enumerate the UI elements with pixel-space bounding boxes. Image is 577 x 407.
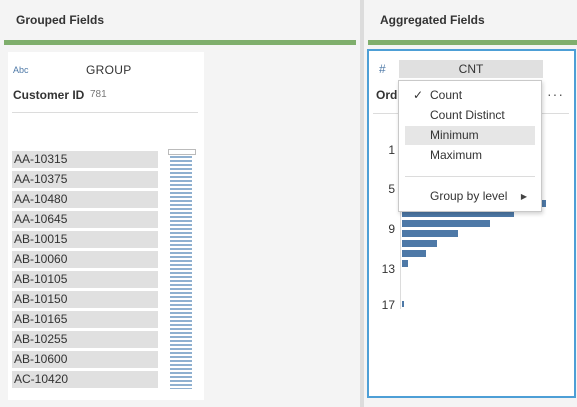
menu-item-label: Count	[430, 88, 463, 102]
menu-item-minimum[interactable]: Minimum	[405, 126, 535, 145]
grouped-fields-accent-bar	[4, 40, 356, 45]
histogram-axis	[400, 119, 401, 309]
panel-title-grouped: Grouped Fields	[16, 13, 105, 27]
histogram-bar[interactable]	[402, 250, 426, 257]
value-count-bars	[170, 156, 192, 389]
caret-right-icon: ▶	[520, 192, 527, 201]
axis-tick-label: 9	[388, 222, 395, 236]
menu-item-label: Count Distinct	[430, 108, 505, 122]
menu-item-count[interactable]: ✓ Count	[405, 86, 535, 105]
field-name[interactable]: Customer ID	[13, 88, 85, 102]
axis-tick-label: 1	[388, 143, 395, 157]
string-type-icon: Abc	[13, 65, 29, 75]
menu-item-label: Minimum	[430, 128, 479, 142]
group-field-card[interactable]: Abc GROUP Customer ID 781 AA-10315 AA-10…	[8, 52, 204, 400]
histogram-bar[interactable]	[402, 230, 458, 237]
histogram-bar[interactable]	[402, 220, 490, 227]
ellipsis-icon[interactable]: ···	[547, 86, 564, 102]
menu-item-label: Maximum	[430, 148, 483, 162]
card-divider	[12, 112, 198, 113]
list-item[interactable]: AA-10375	[12, 171, 158, 188]
menu-item-maximum[interactable]: Maximum	[405, 146, 535, 165]
list-item[interactable]: AB-10150	[12, 291, 158, 308]
histogram-bar[interactable]	[402, 210, 514, 217]
aggregation-dropdown[interactable]: CNT	[399, 60, 543, 78]
menu-item-group-by-level[interactable]: Group by level ▶	[405, 187, 535, 206]
aggregation-menu: ✓ Count Count Distinct Minimum Maximum G…	[398, 80, 542, 212]
list-item[interactable]: AA-10645	[12, 211, 158, 228]
list-item[interactable]: AB-10105	[12, 271, 158, 288]
value-distribution-scrollbar[interactable]	[168, 149, 196, 389]
list-item[interactable]: AA-10315	[12, 151, 158, 168]
field-name[interactable]: Ord	[376, 88, 398, 102]
axis-tick-label: 13	[381, 262, 395, 276]
distinct-count: 781	[90, 89, 107, 100]
field-role-label: GROUP	[86, 63, 132, 77]
panel-title-aggregated: Aggregated Fields	[380, 13, 485, 27]
hash-icon: #	[379, 62, 386, 76]
aggregated-fields-accent-bar	[368, 40, 577, 45]
grouped-fields-panel: Grouped Fields Abc GROUP Customer ID 781…	[0, 0, 360, 407]
panel-divider[interactable]	[360, 0, 364, 407]
list-item[interactable]: AC-10420	[12, 371, 158, 388]
list-item[interactable]: AB-10015	[12, 231, 158, 248]
value-list: AA-10315 AA-10375 AA-10480 AA-10645 AB-1…	[12, 151, 158, 391]
list-item[interactable]: AB-10255	[12, 331, 158, 348]
histogram-bar[interactable]	[402, 301, 404, 307]
list-item[interactable]: AB-10060	[12, 251, 158, 268]
menu-item-label: Group by level	[430, 189, 508, 203]
list-item[interactable]: AB-10600	[12, 351, 158, 368]
histogram-bar[interactable]	[402, 240, 437, 247]
axis-tick-label: 17	[381, 298, 395, 312]
menu-divider	[405, 176, 535, 177]
list-item[interactable]: AB-10165	[12, 311, 158, 328]
scroll-thumb[interactable]	[168, 149, 196, 155]
menu-item-count-distinct[interactable]: Count Distinct	[405, 106, 535, 125]
histogram-bar[interactable]	[402, 260, 408, 267]
list-item[interactable]: AA-10480	[12, 191, 158, 208]
checkmark-icon: ✓	[413, 88, 424, 102]
axis-tick-label: 5	[388, 182, 395, 196]
